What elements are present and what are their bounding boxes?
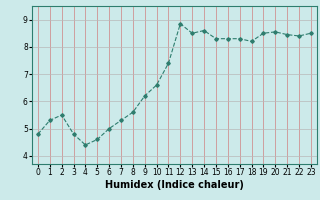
X-axis label: Humidex (Indice chaleur): Humidex (Indice chaleur) [105,180,244,190]
